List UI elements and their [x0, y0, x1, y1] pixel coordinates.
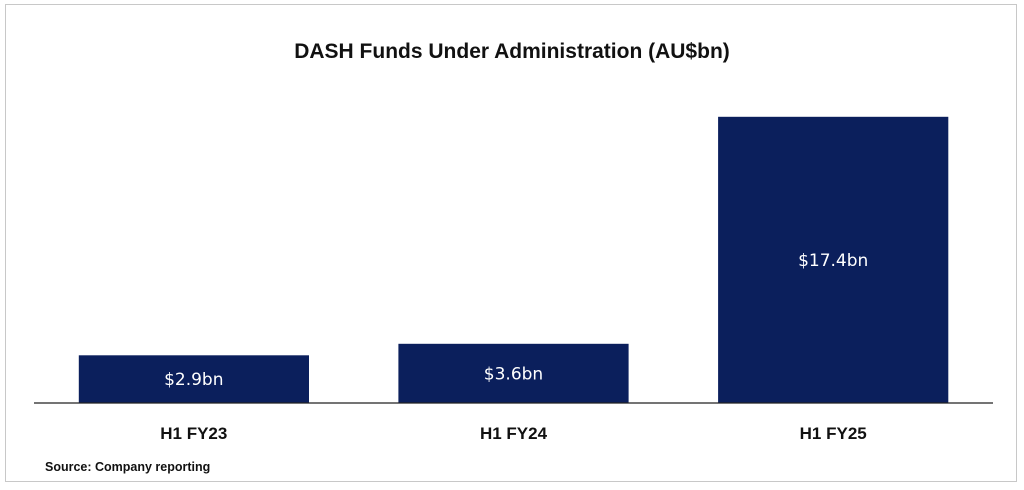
data-label-h1-fy24: $3.6bn: [484, 364, 543, 384]
x-tick-label-h1-fy23: H1 FY23: [160, 424, 227, 443]
x-tick-label-h1-fy24: H1 FY24: [480, 424, 548, 443]
bar-h1-fy24: [398, 343, 629, 403]
bar-h1-fy25: [718, 116, 949, 404]
bars-group: [78, 116, 949, 404]
chart-title: DASH Funds Under Administration (AU$bn): [294, 40, 730, 63]
bar-h1-fy23: [78, 355, 309, 403]
x-tick-label-h1-fy25: H1 FY25: [800, 424, 867, 443]
x-tick-labels-group: H1 FY23 H1 FY24 H1 FY25: [160, 424, 866, 443]
source-note: Source: Company reporting: [45, 460, 210, 474]
data-label-h1-fy23: $2.9bn: [164, 370, 223, 390]
data-label-h1-fy25: $17.4bn: [798, 251, 868, 271]
data-labels-group: $2.9bn $3.6bn $17.4bn: [164, 251, 868, 390]
